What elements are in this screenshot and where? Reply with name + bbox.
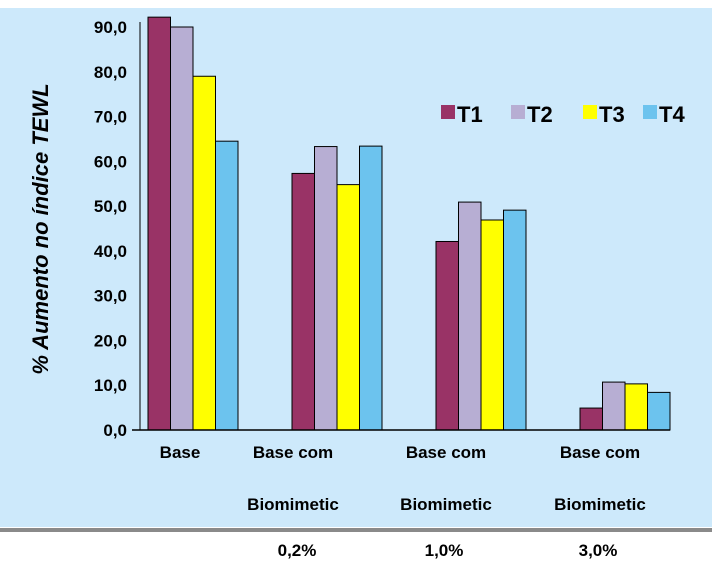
y-tick-label: 30,0 [94, 287, 127, 306]
bar-t3-3 [624, 383, 648, 431]
bar-t2-3 [602, 381, 626, 431]
x-tick-label: 1,0% [425, 541, 464, 560]
y-tick-label: 0,0 [103, 421, 127, 440]
x-tick-label: 3,0% [579, 541, 618, 560]
y-tick-label: 70,0 [94, 108, 127, 127]
legend-label-t1: T1 [457, 102, 483, 127]
y-tick-label: 40,0 [94, 242, 127, 261]
legend-swatch-t4 [643, 105, 657, 119]
bar-t2-2 [458, 201, 482, 431]
x-tick-label: Biomimetic [400, 495, 492, 514]
bar-t1-0 [147, 16, 171, 431]
y-tick-labels: 0,0 10,0 20,0 30,0 40,0 50,0 60,0 70,0 80,0 90,0 [94, 18, 127, 440]
bar-t3-0 [192, 75, 216, 431]
category-labels: Base Base com Biomimetic 0,2% Base com Biomim… [160, 443, 646, 560]
bar-t1-1 [291, 172, 315, 431]
x-tick-label: Base com [406, 443, 486, 462]
legend-swatch-t3 [583, 105, 597, 119]
bars [147, 16, 671, 431]
legend-label-t3: T3 [599, 102, 625, 127]
bar-t2-0 [170, 26, 194, 431]
bar-t1-3 [579, 407, 603, 431]
x-tick-label: Base com [253, 443, 333, 462]
bar-t4-0 [215, 140, 239, 431]
legend-swatch-t2 [511, 105, 525, 119]
y-tick-label: 20,0 [94, 331, 127, 350]
bar-t2-1 [314, 146, 338, 431]
bar-t3-1 [336, 184, 360, 431]
bar-t4-1 [359, 145, 383, 431]
y-tick-label: 50,0 [94, 197, 127, 216]
bar-t1-2 [435, 240, 459, 431]
x-tick-label: Biomimetic [247, 495, 339, 514]
legend-label-t4: T4 [659, 102, 685, 127]
x-tick-label: Base [160, 443, 201, 462]
legend-label-t2: T2 [527, 102, 553, 127]
y-tick-label: 10,0 [94, 376, 127, 395]
x-tick-label: Biomimetic [554, 495, 646, 514]
legend-swatch-t1 [441, 105, 455, 119]
y-tick-label: 60,0 [94, 152, 127, 171]
legend: T1 T2 T3 T4 [441, 102, 685, 127]
x-tick-label: 0,2% [278, 541, 317, 560]
y-tick-label: 90,0 [94, 18, 127, 37]
y-tick-label: 80,0 [94, 63, 127, 82]
bar-t4-2 [503, 209, 527, 431]
x-tick-label: Base com [560, 443, 640, 462]
bar-t4-3 [647, 391, 671, 431]
axis-lines [132, 22, 670, 431]
y-axis-label: % Aumento no índice TEWL [28, 83, 53, 374]
bar-t3-2 [480, 219, 504, 431]
y-axis-label-group: % Aumento no índice TEWL [28, 83, 53, 374]
